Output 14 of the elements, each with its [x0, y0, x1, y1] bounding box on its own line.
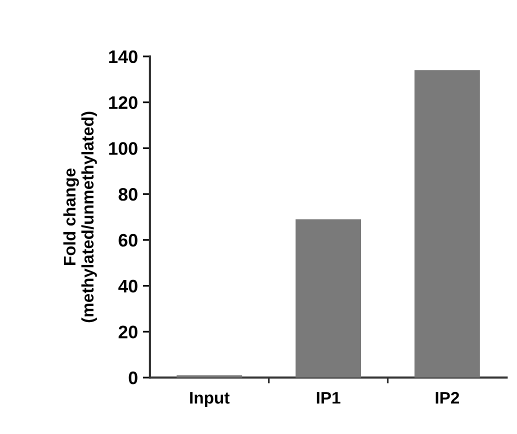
- y-tick-label: 80: [118, 188, 138, 201]
- y-axis-title: Fold change (methylated/unmethylated): [63, 112, 97, 322]
- bar: [414, 70, 480, 378]
- y-tick-label: 20: [118, 326, 138, 338]
- x-tick-label: IP2: [436, 392, 460, 404]
- y-tick-label: 100: [109, 142, 138, 155]
- bar: [296, 219, 361, 378]
- x-tick-label: Input: [190, 392, 230, 408]
- y-tick-label: 140: [109, 50, 138, 64]
- x-tick-label: IP1: [316, 392, 340, 404]
- y-tick-label: 60: [118, 234, 138, 247]
- y-tick-label: 0: [128, 372, 138, 384]
- y-tick-label: 120: [109, 96, 138, 110]
- y-tick-label: 40: [118, 280, 138, 293]
